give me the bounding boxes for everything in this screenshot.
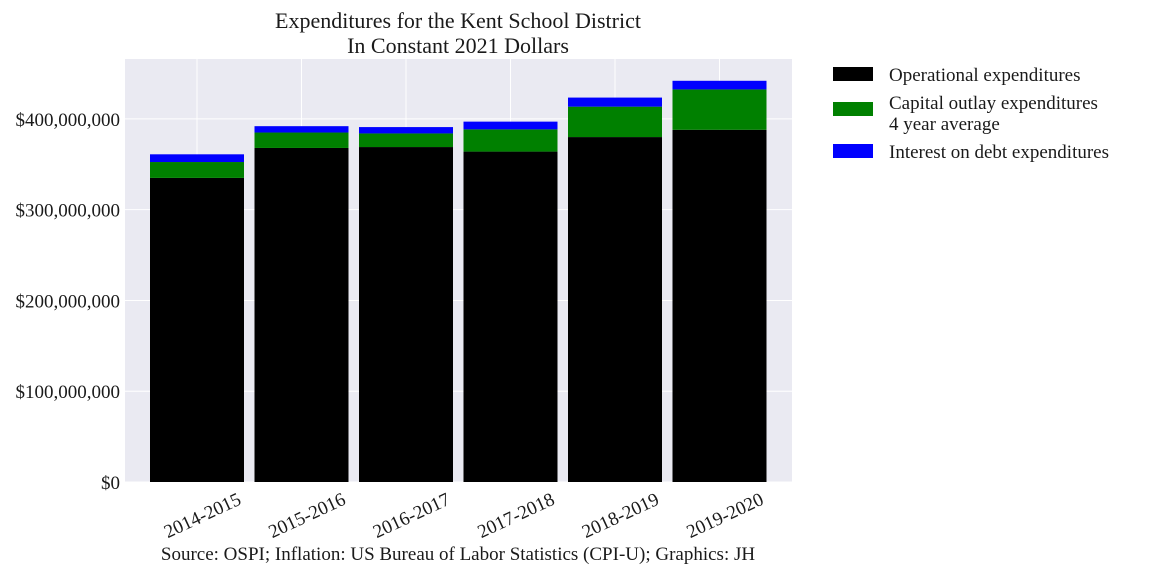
y-tick-label: $300,000,000 <box>16 201 121 222</box>
y-tick-label: $400,000,000 <box>16 110 121 131</box>
x-tick-label: 2014-2015 <box>161 489 244 543</box>
bar-segment-series-2 <box>359 127 453 134</box>
bar-segment-series-1 <box>150 162 244 178</box>
x-tick-label: 2018-2019 <box>579 489 662 543</box>
bars <box>150 80 767 482</box>
chart-caption: Source: OSPI; Inflation: US Bureau of La… <box>161 544 755 565</box>
bar-segment-series-2 <box>254 126 349 133</box>
bar-segment-series-1 <box>254 132 349 148</box>
legend: Operational expenditures Capital outlay e… <box>833 65 1109 163</box>
legend-swatch <box>833 67 873 81</box>
bar-segment-series-0 <box>359 147 453 482</box>
chart-subtitle: In Constant 2021 Dollars <box>347 33 569 58</box>
bar-segment-series-2 <box>150 154 244 163</box>
x-tick-label: 2016-2017 <box>370 489 453 543</box>
bar-segment-series-1 <box>359 133 453 148</box>
y-tick-label: $100,000,000 <box>16 382 121 403</box>
y-tick-label: $0 <box>101 473 120 494</box>
bar-segment-series-1 <box>463 129 558 152</box>
bar-segment-series-2 <box>463 121 558 130</box>
x-tick-label: 2015-2016 <box>266 489 349 543</box>
legend-swatch <box>833 144 873 158</box>
x-tick-label: 2017-2018 <box>475 489 558 543</box>
bar-segment-series-0 <box>672 129 767 482</box>
x-tick-label: 2019-2020 <box>684 489 767 543</box>
legend-label: Operational expenditures <box>889 65 1081 86</box>
bar-segment-series-1 <box>672 89 767 130</box>
y-axis-ticks: $0 $100,000,000 $200,000,000 $300,000,000 $4… <box>16 110 121 494</box>
bar-segment-series-2 <box>672 80 767 90</box>
legend-swatch <box>833 102 873 116</box>
x-axis-ticks: 2014-2015 2015-2016 2016-2017 2017-2018 2018… <box>161 489 767 543</box>
bar-segment-series-0 <box>150 177 244 482</box>
legend-label: Interest on debt expenditures <box>889 142 1109 163</box>
bar-segment-series-0 <box>463 151 558 482</box>
legend-label: Capital outlay expenditures 4 year averag… <box>889 93 1098 135</box>
chart-title: Expenditures for the Kent School Distric… <box>275 8 641 33</box>
bar-segment-series-0 <box>568 137 662 482</box>
y-tick-label: $200,000,000 <box>16 291 121 312</box>
bar-segment-series-1 <box>568 106 662 138</box>
bar-segment-series-0 <box>254 147 349 482</box>
bar-segment-series-2 <box>568 97 662 107</box>
